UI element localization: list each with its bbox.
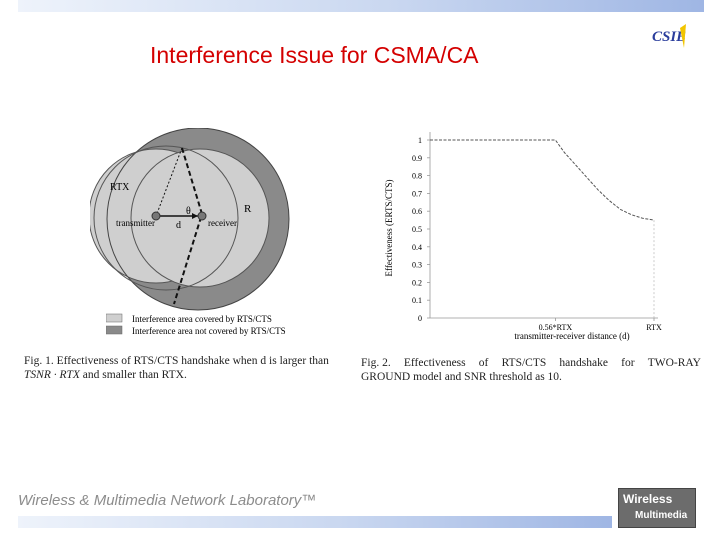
fig2-xlabel: transmitter-receiver distance (d) <box>514 331 629 341</box>
legend-label-covered: Interference area covered by RTS/CTS <box>132 314 272 324</box>
fig2-ylabel: Effectiveness (ERTS/CTS) <box>384 179 394 276</box>
transmitter-label: transmitter <box>116 218 155 228</box>
r-tx-label: RTX <box>110 182 130 193</box>
fig2-y-tick-label: 0.5 <box>412 225 422 234</box>
logo-flame-icon <box>680 24 686 48</box>
wireless-multimedia-logo: Wireless Multimedia <box>618 488 696 528</box>
outer-boundary-circle <box>106 128 290 311</box>
fig2-caption-word-5: handshake <box>559 357 608 369</box>
csie-logo-text: CSIE <box>652 29 686 45</box>
csie-logo: CSIE <box>652 24 686 48</box>
fig2-y-tick-label: 0.8 <box>412 172 422 181</box>
receiver-node <box>197 211 207 221</box>
fig2-caption-word-1: Fig. 2. <box>361 357 391 369</box>
legend-swatch-covered <box>106 313 123 323</box>
r-label: R <box>244 203 252 215</box>
fig1-legend: Interference area covered by RTS/CTS Int… <box>106 313 286 336</box>
slide-title: Interference Issue for CSMA/CA <box>150 42 479 68</box>
legend-label-not-covered: Interference area not covered by RTS/CTS <box>132 326 286 336</box>
fig1-caption-line1: Fig. 1. Effectiveness of RTS/CTS handsha… <box>24 355 329 367</box>
interference-boundary-circle <box>93 145 239 291</box>
fig2-y-tick-label: 0.1 <box>412 296 422 305</box>
logo-line1: Wireless <box>623 492 673 506</box>
arrow-head-icon <box>192 213 198 219</box>
fig2-series-line <box>430 139 655 221</box>
fig1-caption-line2: and smaller than RTX. <box>79 369 187 381</box>
fig2-caption-word-3: of <box>478 357 489 369</box>
theta-label: θ <box>186 206 191 217</box>
top-banner <box>18 0 704 12</box>
fig2-y-tick-label: 0.3 <box>412 261 422 270</box>
fig2-caption-line2: GROUND model and SNR threshold as 10. <box>361 371 562 383</box>
d-label: d <box>176 220 181 231</box>
fig2-chart: 0 0.1 0.2 0.3 0.4 0.5 0.6 0.7 0.8 0.9 1 0.56*RTX RT… <box>384 132 662 341</box>
fig2-x-tick-label: RTX <box>646 323 662 332</box>
fig2-y-tick-label: 1 <box>418 136 422 145</box>
receiver-label: receiver <box>208 218 237 228</box>
fig2-y-tick-label: 0.4 <box>412 243 422 252</box>
transmitter-node <box>151 211 161 221</box>
fig2-y-tick-label: 0.6 <box>412 207 422 216</box>
fig1-diagram: RTX R θ d transmitter receiver <box>90 128 290 311</box>
fig1-caption-math: TSNR · RTX <box>24 369 80 381</box>
bottom-banner <box>18 516 612 528</box>
fig2-y-tick-label: 0.9 <box>412 154 422 163</box>
fig2-caption-word-7: TWO-RAY <box>647 357 701 369</box>
logo-line2: Multimedia <box>635 510 688 521</box>
fig2-caption: Fig. 2. Effectiveness of RTS/CTS handsha… <box>361 356 701 384</box>
fig2-y-tick-label: 0.7 <box>412 189 422 198</box>
legend-swatch-not-covered <box>106 325 123 335</box>
fig2-caption-word-6: for <box>621 357 635 369</box>
fig2-y-tick-label: 0 <box>418 314 422 323</box>
fig2-caption-word-4: RTS/CTS <box>501 357 547 369</box>
dashed-radius <box>155 147 183 217</box>
fig2-x-tick-label: 0.56*RTX <box>539 323 573 332</box>
fig2-caption-word-2: Effectiveness <box>403 357 466 369</box>
footer-lab-name: Wireless & Multimedia Network Laboratory… <box>18 492 317 509</box>
fig2-y-tick-label: 0.2 <box>412 278 422 287</box>
fig1-caption: Fig. 1. Effectiveness of RTS/CTS handsha… <box>24 354 360 382</box>
